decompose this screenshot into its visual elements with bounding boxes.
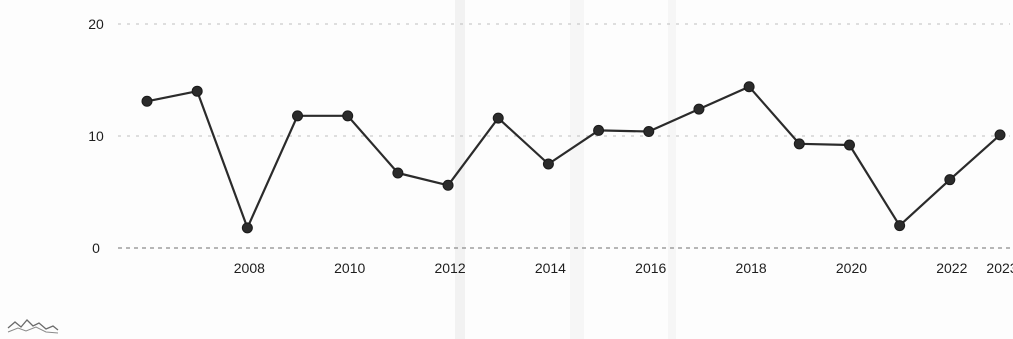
data-point xyxy=(643,126,655,138)
x-tick-label: 2016 xyxy=(635,260,666,276)
data-point xyxy=(492,112,504,124)
data-point xyxy=(793,138,805,150)
x-tick-label: 2014 xyxy=(535,260,566,276)
data-point xyxy=(743,81,755,93)
data-point xyxy=(292,110,304,122)
data-point xyxy=(442,179,454,191)
y-tick-label: 0 xyxy=(92,240,100,256)
series-line-group xyxy=(146,85,1001,229)
x-tick-label: 2018 xyxy=(736,260,767,276)
x-axis-ticks: 2008 2010 2012 2014 2016 2018 2020 2022 2023 xyxy=(234,260,1013,276)
series-line xyxy=(146,85,1001,229)
data-point xyxy=(241,222,253,234)
x-tick-label: 2020 xyxy=(836,260,867,276)
data-point xyxy=(542,158,554,170)
data-point xyxy=(994,129,1006,141)
data-point xyxy=(191,85,203,97)
data-point xyxy=(392,167,404,179)
sparkline-icon xyxy=(7,319,59,334)
data-point xyxy=(944,174,956,186)
x-tick-label: 2023 xyxy=(986,260,1013,276)
data-point xyxy=(894,220,906,232)
data-point xyxy=(843,139,855,151)
scan-band xyxy=(570,0,584,339)
y-axis-ticks: 0 10 20 xyxy=(88,16,104,256)
data-point xyxy=(593,124,605,136)
x-tick-label: 2010 xyxy=(334,260,365,276)
x-tick-label: 2022 xyxy=(936,260,967,276)
y-tick-label: 20 xyxy=(88,16,104,32)
scan-band xyxy=(668,0,676,339)
data-point xyxy=(693,103,705,115)
x-tick-label: 2012 xyxy=(434,260,465,276)
x-tick-label: 2008 xyxy=(234,260,265,276)
y-tick-label: 10 xyxy=(88,128,104,144)
data-point xyxy=(342,110,354,122)
data-point xyxy=(141,95,153,107)
data-points xyxy=(141,81,1006,234)
grid-lines xyxy=(118,23,1010,249)
